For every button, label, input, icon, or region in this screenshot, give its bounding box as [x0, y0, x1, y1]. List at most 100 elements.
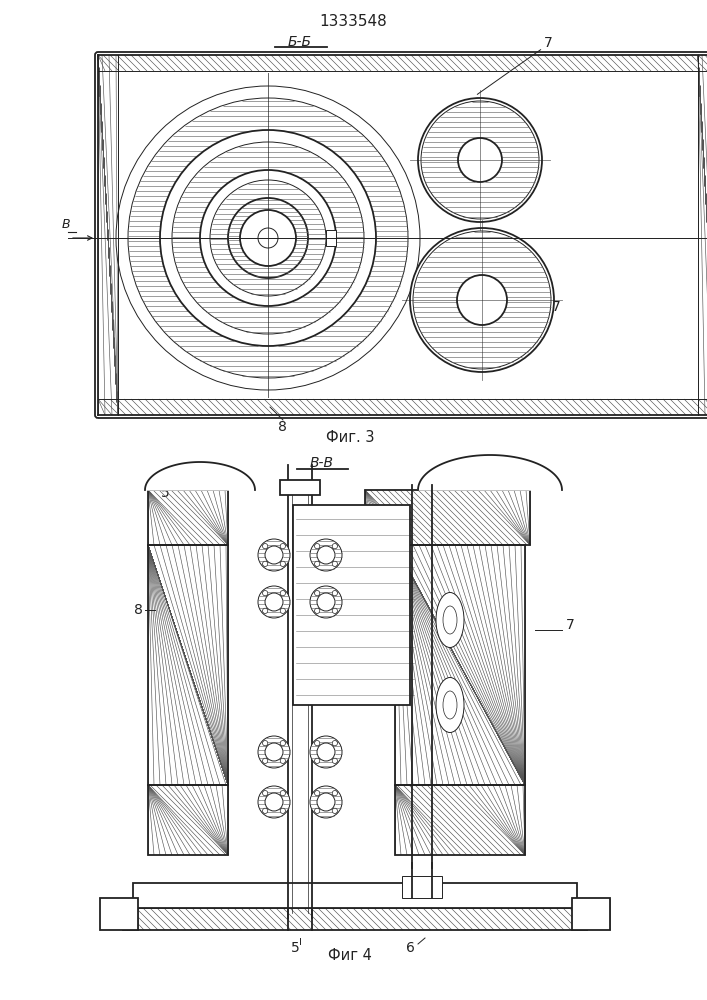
Bar [98, 475, 612, 943]
Text: Фиг. 3: Фиг. 3 [326, 430, 374, 446]
Circle shape [262, 591, 268, 596]
Bar [572, 898, 610, 930]
Circle shape [258, 228, 278, 248]
Circle shape [240, 210, 296, 266]
Circle shape [258, 586, 290, 618]
Text: 7: 7 [544, 36, 552, 50]
Circle shape [262, 741, 268, 746]
Bar [395, 545, 525, 785]
Circle shape [317, 793, 335, 811]
Circle shape [265, 546, 283, 564]
Circle shape [315, 741, 320, 746]
Bar [228, 490, 530, 545]
Circle shape [262, 808, 268, 813]
Circle shape [310, 786, 342, 818]
Circle shape [280, 591, 286, 596]
Polygon shape [418, 455, 562, 490]
Circle shape [310, 586, 342, 618]
Circle shape [280, 808, 286, 813]
Bar [280, 480, 320, 495]
Ellipse shape [436, 678, 464, 732]
Circle shape [262, 608, 268, 613]
Circle shape [128, 98, 408, 378]
Circle shape [200, 170, 336, 306]
Circle shape [210, 180, 326, 296]
Ellipse shape [436, 592, 464, 648]
Circle shape [315, 758, 320, 763]
Circle shape [280, 741, 286, 746]
Bar [148, 545, 228, 785]
Circle shape [116, 86, 420, 390]
Text: 7: 7 [566, 618, 574, 632]
Bar [123, 908, 587, 930]
Bar [293, 505, 410, 705]
Circle shape [310, 736, 342, 768]
Circle shape [265, 593, 283, 611]
Circle shape [458, 138, 502, 182]
Circle shape [332, 741, 337, 746]
Ellipse shape [443, 691, 457, 719]
Bar [228, 785, 525, 855]
Circle shape [160, 130, 376, 346]
Circle shape [258, 539, 290, 571]
Text: В: В [62, 218, 70, 231]
Bar [395, 785, 525, 855]
Circle shape [457, 275, 507, 325]
Circle shape [332, 608, 337, 613]
Circle shape [280, 758, 286, 763]
Circle shape [317, 743, 335, 761]
Circle shape [262, 561, 268, 566]
Circle shape [172, 142, 364, 334]
Circle shape [332, 591, 337, 596]
Circle shape [280, 544, 286, 549]
Text: Б-Б: Б-Б [288, 35, 312, 49]
Circle shape [332, 561, 337, 566]
Text: 7: 7 [551, 300, 561, 314]
Circle shape [262, 758, 268, 763]
Circle shape [332, 791, 337, 796]
Circle shape [317, 593, 335, 611]
Bar [228, 545, 365, 785]
Circle shape [310, 539, 342, 571]
Circle shape [315, 791, 320, 796]
Circle shape [265, 743, 283, 761]
Text: 8: 8 [134, 603, 142, 617]
Circle shape [228, 198, 308, 278]
Text: 6: 6 [406, 941, 414, 955]
Circle shape [410, 228, 554, 372]
Bar [100, 898, 138, 930]
Circle shape [421, 101, 539, 219]
Circle shape [262, 791, 268, 796]
Circle shape [265, 793, 283, 811]
Bar [326, 230, 336, 246]
Text: Фиг 4: Фиг 4 [328, 948, 372, 964]
Bar [133, 883, 577, 908]
Polygon shape [145, 462, 255, 490]
Text: 1333548: 1333548 [319, 14, 387, 29]
Circle shape [418, 98, 542, 222]
Bar [402, 876, 442, 898]
Circle shape [315, 561, 320, 566]
Circle shape [258, 736, 290, 768]
Circle shape [315, 808, 320, 813]
Text: 5: 5 [160, 486, 170, 500]
Circle shape [332, 758, 337, 763]
Bar [365, 490, 530, 545]
Circle shape [280, 561, 286, 566]
Bar [148, 490, 228, 545]
Circle shape [258, 786, 290, 818]
Text: В-В: В-В [310, 456, 334, 470]
Circle shape [262, 544, 268, 549]
Circle shape [280, 791, 286, 796]
Circle shape [317, 546, 335, 564]
Ellipse shape [443, 606, 457, 634]
Bar [148, 785, 228, 855]
Circle shape [332, 808, 337, 813]
Circle shape [315, 608, 320, 613]
Circle shape [315, 544, 320, 549]
Circle shape [332, 544, 337, 549]
Text: 5: 5 [291, 941, 299, 955]
Bar [118, 71, 698, 399]
Circle shape [413, 231, 551, 369]
Circle shape [280, 608, 286, 613]
